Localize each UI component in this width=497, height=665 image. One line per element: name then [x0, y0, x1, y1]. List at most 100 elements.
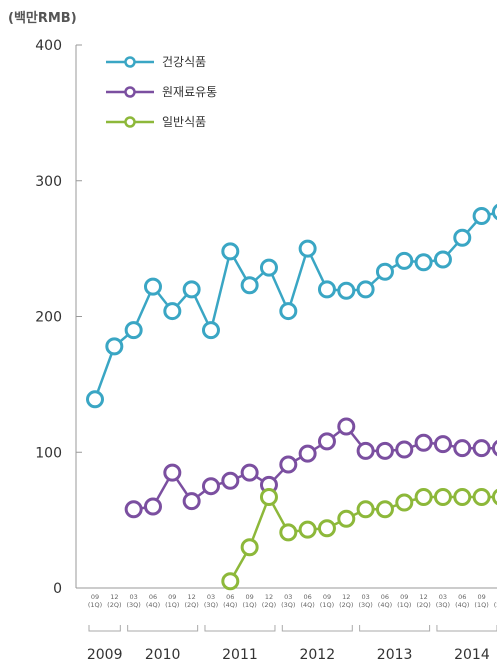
- x-tick-label: 03 (3Q): [281, 593, 295, 609]
- data-point: [298, 444, 317, 463]
- data-point: [259, 488, 278, 507]
- data-point: [221, 572, 240, 591]
- x-tick-label: 09 (1Q): [165, 593, 179, 609]
- data-point: [433, 488, 452, 507]
- legend-item: 건강식품: [106, 55, 206, 69]
- legend-marker: [124, 116, 136, 128]
- data-point: [337, 417, 356, 436]
- x-tick-label: 09 (1Q): [242, 593, 256, 609]
- data-point: [453, 488, 472, 507]
- y-tick-label: 100: [35, 445, 62, 461]
- series-2: [124, 417, 497, 519]
- data-point: [317, 280, 336, 299]
- legend-marker: [124, 86, 136, 98]
- data-point: [163, 463, 182, 482]
- data-point: [395, 440, 414, 459]
- data-point: [201, 321, 220, 340]
- data-point: [337, 281, 356, 300]
- x-tick-label: 09 (1Q): [320, 593, 334, 609]
- data-point: [221, 242, 240, 261]
- x-tick-label: 06 (4Q): [300, 593, 314, 609]
- year-label: 2010: [145, 647, 181, 663]
- data-point: [279, 455, 298, 474]
- x-tick-label: 12(2Q): [262, 593, 276, 609]
- data-point: [375, 500, 394, 519]
- x-tick-label: 06 (4Q): [146, 593, 160, 609]
- data-point: [317, 432, 336, 451]
- data-point: [337, 509, 356, 528]
- data-point: [279, 523, 298, 542]
- data-point: [240, 463, 259, 482]
- year-bracket: [281, 625, 353, 632]
- data-point: [201, 477, 220, 496]
- x-tick-label: 03 (3Q): [436, 593, 450, 609]
- year-bracket: [127, 625, 199, 632]
- data-point: [433, 435, 452, 454]
- data-point: [143, 497, 162, 516]
- series-line: [93, 211, 497, 400]
- x-tick-label: 09 (1Q): [397, 593, 411, 609]
- data-point: [298, 520, 317, 539]
- data-point: [240, 538, 259, 557]
- x-tick-label: 09 (1Q): [474, 593, 488, 609]
- y-tick-label: 400: [35, 38, 62, 54]
- data-point: [317, 519, 336, 538]
- data-point: [163, 302, 182, 321]
- year-label: 2013: [377, 647, 413, 663]
- y-tick-label: 300: [35, 174, 62, 190]
- x-tick-label: 06 (4Q): [378, 593, 392, 609]
- year-label: 2009: [87, 647, 123, 663]
- data-point: [182, 280, 201, 299]
- data-point: [395, 251, 414, 270]
- data-point: [356, 500, 375, 519]
- year-bracket: [204, 625, 276, 632]
- legend-label: 원재료유통: [162, 85, 217, 99]
- unit-label: (백만RMB): [8, 10, 77, 26]
- x-tick-label: 12(2Q): [339, 593, 353, 609]
- data-point: [491, 203, 497, 221]
- x-tick-label: 06 (4Q): [455, 593, 469, 609]
- legend-item: 일반식품: [106, 115, 206, 129]
- data-point: [259, 258, 278, 277]
- data-point: [221, 471, 240, 490]
- data-point: [124, 321, 143, 340]
- data-point: [395, 493, 414, 512]
- data-point: [453, 439, 472, 458]
- data-point: [491, 488, 497, 506]
- data-point: [356, 280, 375, 299]
- legend-label: 건강식품: [162, 55, 206, 69]
- data-point: [375, 262, 394, 281]
- x-tick-label: 03 (3Q): [358, 593, 372, 609]
- year-bracket: [88, 625, 121, 632]
- legend-item: 원재료유통: [106, 85, 217, 99]
- data-point: [414, 433, 433, 452]
- data-point: [472, 488, 491, 507]
- data-point: [453, 228, 472, 247]
- data-point: [414, 253, 433, 272]
- data-point: [472, 207, 491, 226]
- x-tick-label: 03 (3Q): [126, 593, 140, 609]
- series-1: [86, 203, 497, 409]
- data-point: [182, 492, 201, 511]
- data-point: [375, 441, 394, 460]
- data-point: [356, 441, 375, 460]
- data-point: [279, 302, 298, 321]
- y-tick-label: 0: [53, 581, 62, 597]
- year-label: 2011: [222, 647, 258, 663]
- x-tick-label: 06 (4Q): [223, 593, 237, 609]
- year-bracket: [359, 625, 431, 632]
- data-point: [414, 488, 433, 507]
- x-tick-label: 03 (3Q): [204, 593, 218, 609]
- series-3: [221, 488, 497, 591]
- data-point: [472, 439, 491, 458]
- data-point: [105, 337, 124, 356]
- x-tick-label: 12(2Q): [416, 593, 430, 609]
- data-point: [124, 500, 143, 519]
- legend-marker: [124, 56, 136, 68]
- x-tick-label: 12(2Q): [184, 593, 198, 609]
- data-point: [143, 277, 162, 296]
- data-point: [86, 390, 104, 409]
- x-tick-label: 12(2Q): [107, 593, 121, 609]
